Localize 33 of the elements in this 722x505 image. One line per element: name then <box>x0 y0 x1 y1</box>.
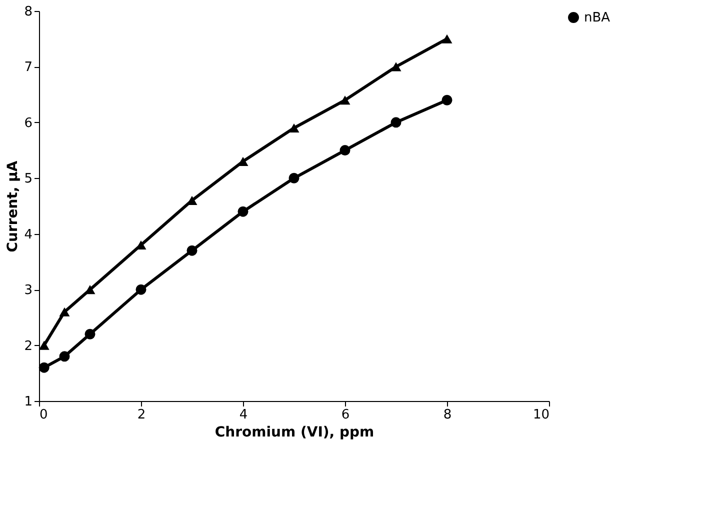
x-tick-label: 4 <box>239 408 248 422</box>
point <box>38 340 50 350</box>
y-tick-label: 2 <box>24 338 32 354</box>
point <box>390 117 402 128</box>
x-tick-label: 6 <box>341 408 350 422</box>
y-tick-label: 7 <box>24 60 32 76</box>
x-tick-label: 2 <box>137 408 146 422</box>
y-tick-label: 8 <box>24 4 32 20</box>
y-tick-label: 5 <box>24 172 32 187</box>
point <box>84 328 96 340</box>
point <box>238 206 248 217</box>
point <box>59 351 70 362</box>
legend-label: nBA <box>584 10 610 26</box>
point <box>442 94 452 106</box>
y-tick-label: 1 <box>24 394 32 410</box>
point <box>59 307 70 316</box>
x-axis-title: Chromium (VI), ppm <box>214 424 374 440</box>
y-tick-label: 4 <box>24 227 32 242</box>
x-tick-label: 10 <box>532 408 550 422</box>
point <box>136 284 146 295</box>
point <box>340 145 350 156</box>
point <box>442 34 452 44</box>
point <box>340 96 350 105</box>
x-tick-label: 0 <box>40 408 48 422</box>
y-tick-label: 6 <box>24 116 32 131</box>
point <box>288 123 300 133</box>
x-tick-label: 8 <box>443 408 452 422</box>
y-tick-label: 3 <box>24 283 32 298</box>
point <box>186 245 198 256</box>
point <box>288 172 300 184</box>
point <box>390 62 402 72</box>
point <box>38 362 50 373</box>
y-axis-title: Current, µA <box>5 160 22 252</box>
